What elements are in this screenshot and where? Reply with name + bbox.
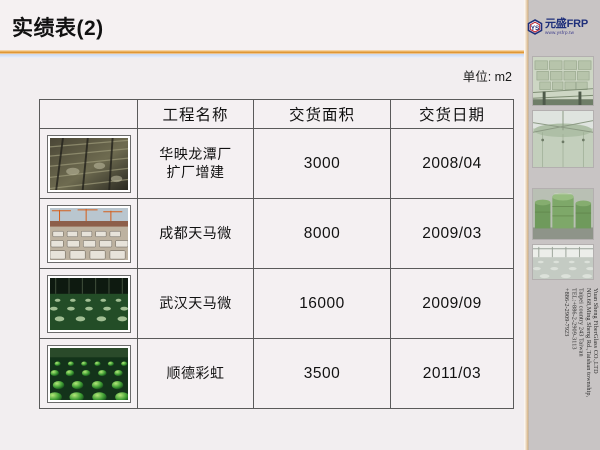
rebar-formwork-photo bbox=[46, 134, 131, 193]
performance-table: 工程名称 交货面积 交货日期 bbox=[39, 99, 514, 409]
table-row: 武汉天马微 16000 2009/09 bbox=[39, 268, 514, 339]
logo-company-name: 元盛FRP bbox=[545, 17, 588, 30]
svg-text:YS: YS bbox=[531, 25, 540, 32]
page-title: 实绩表(2) bbox=[12, 17, 104, 40]
table-header-project-name: 工程名称 bbox=[137, 99, 254, 129]
table-row: 华映龙潭厂 扩厂增建 3000 2008/04 bbox=[39, 128, 514, 199]
row-thumbnail-cell bbox=[39, 338, 138, 409]
green-frp-tanks-photo bbox=[532, 188, 594, 240]
company-address-block: Yuan Sheng FiberGlass CO.,LTD NO.68,Ming… bbox=[528, 288, 599, 438]
row-delivery-area: 16000 bbox=[253, 268, 391, 339]
row-project-name: 武汉天马微 bbox=[137, 268, 254, 339]
row-project-name: 华映龙潭厂 扩厂增建 bbox=[137, 128, 254, 199]
row-delivery-date: 2008/04 bbox=[390, 128, 514, 199]
address-line-fax: +886-2-2909-7923 bbox=[563, 288, 571, 337]
company-logo[interactable]: YS 元盛FRP www.ysfrp.tw bbox=[527, 16, 597, 38]
table-row: 成都天马微 8000 2009/03 bbox=[39, 198, 514, 269]
row-delivery-date: 2011/03 bbox=[390, 338, 514, 409]
row-thumbnail-cell bbox=[39, 198, 138, 269]
table-header-delivery-date: 交货日期 bbox=[390, 99, 514, 129]
construction-site-cranes-photo bbox=[46, 204, 131, 263]
address-line-tel: TEL:+886-2-2909-3113 bbox=[570, 288, 578, 350]
green-dome-floor-dark-photo bbox=[46, 274, 131, 333]
sidebar-edge-accent bbox=[524, 0, 529, 450]
ys-hexagon-icon: YS bbox=[527, 19, 543, 35]
table-row: 顺德彩虹 3500 2011/03 bbox=[39, 338, 514, 409]
project-name-line2: 扩厂增建 bbox=[166, 163, 225, 180]
project-name-line1: 华映龙潭厂 bbox=[159, 146, 232, 162]
title-bar: 实绩表(2) bbox=[0, 0, 524, 50]
row-project-name: 成都天马微 bbox=[137, 198, 254, 269]
row-delivery-area: 3500 bbox=[253, 338, 391, 409]
frp-tank-interior-photo bbox=[532, 110, 594, 168]
address-line-city: Taipei country 243 Taiwan bbox=[577, 288, 585, 357]
title-divider-blue bbox=[0, 54, 524, 58]
row-thumbnail-cell bbox=[39, 128, 138, 199]
address-line-street: NO.68,Ming Sheng Rd.,Taishan township, bbox=[584, 288, 592, 398]
row-delivery-date: 2009/03 bbox=[390, 198, 514, 269]
row-delivery-date: 2009/09 bbox=[390, 268, 514, 339]
table-header-delivery-area: 交货面积 bbox=[253, 99, 391, 129]
table-header-thumb bbox=[39, 99, 138, 129]
title-divider-orange bbox=[0, 50, 524, 54]
row-project-name: 顺德彩虹 bbox=[137, 338, 254, 409]
row-delivery-area: 8000 bbox=[253, 198, 391, 269]
frp-floor-warehouse-photo bbox=[532, 244, 594, 280]
frp-ceiling-beams-photo bbox=[532, 56, 594, 106]
row-delivery-area: 3000 bbox=[253, 128, 391, 199]
address-line-company: Yuan Sheng FiberGlass CO.,LTD bbox=[592, 288, 599, 374]
green-dome-array-photo bbox=[46, 344, 131, 403]
table-header-row: 工程名称 交货面积 交货日期 bbox=[39, 99, 514, 129]
logo-website-url: www.ysfrp.tw bbox=[545, 29, 575, 35]
row-thumbnail-cell bbox=[39, 268, 138, 339]
unit-note: 单位: m2 bbox=[462, 70, 512, 84]
logo-text-group: 元盛FRP www.ysfrp.tw bbox=[545, 17, 588, 36]
